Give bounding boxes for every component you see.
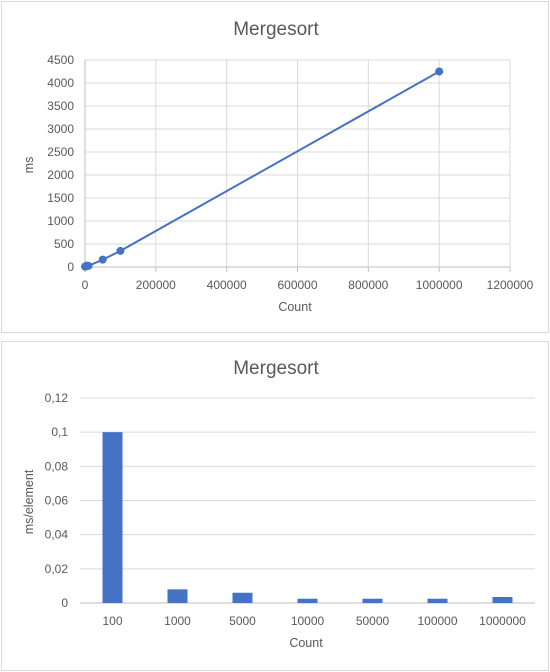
bar-chart: Mergesort 0 0,02 0,04 0,06 0,08 0,1 0,12 100 10… [22,358,535,650]
chart-title: Mergesort [233,19,319,40]
data-point [98,255,107,264]
y-tick-label: 4500 [47,53,74,67]
x-tick-label: 5000 [229,614,256,628]
y-axis-label: ms [22,157,36,174]
y-tick-label: 0,02 [45,562,69,576]
y-tick-label: 0,08 [45,459,69,473]
y-tick-label: 1500 [47,191,74,205]
x-tick-label: 10000 [291,614,325,628]
x-tick-label: 100 [102,614,122,628]
y-tick-label: 0,12 [45,391,69,405]
x-tick-label: 1200000 [487,278,534,292]
chart-title: Mergesort [233,358,319,379]
x-tick-label: 0 [82,278,89,292]
x-tick-label: 100000 [417,614,457,628]
bar-chart-panel: Mergesort 0 0,02 0,04 0,06 0,08 0,1 0,12 100 10… [1,341,549,671]
bar [362,598,383,603]
y-tick-label: 3500 [47,99,74,113]
y-tick-label: 0 [67,260,74,274]
data-point [116,246,125,255]
y-tick-label: 2500 [47,145,74,159]
line-chart: Mergesort 0 500 1000 1500 2000 2500 3000 3500 40… [22,19,534,314]
y-tick-label: 0,1 [51,425,68,439]
x-axis-label: Count [289,636,323,650]
x-tick-label: 400000 [207,278,247,292]
y-tick-label: 0 [61,596,68,610]
data-point [84,261,93,270]
bar [167,589,188,603]
x-tick-label: 200000 [136,278,176,292]
x-tick-label: 1000 [164,614,191,628]
series-line [84,70,440,268]
bar [102,432,123,603]
bar [427,598,448,603]
y-tick-label: 0,06 [45,494,69,508]
x-tick-label: 1000000 [479,614,526,628]
line-chart-panel: Mergesort 0 500 1000 1500 2000 2500 3000 3500 40… [1,1,549,333]
y-tick-label: 4000 [47,76,74,90]
y-tick-label: 0,04 [45,528,69,542]
bar [232,592,253,603]
y-axis-label: ms/element [22,469,36,534]
y-tick-label: 2000 [47,168,74,182]
x-tick-label: 50000 [356,614,390,628]
x-tick-label: 1000000 [416,278,463,292]
y-tick-label: 3000 [47,122,74,136]
bar [297,598,318,603]
y-tick-label: 500 [54,237,74,251]
data-point [435,67,444,76]
x-tick-label: 800000 [348,278,388,292]
bar [492,597,513,603]
x-axis-label: Count [278,300,312,314]
y-tick-label: 1000 [47,214,74,228]
x-tick-label: 600000 [277,278,317,292]
